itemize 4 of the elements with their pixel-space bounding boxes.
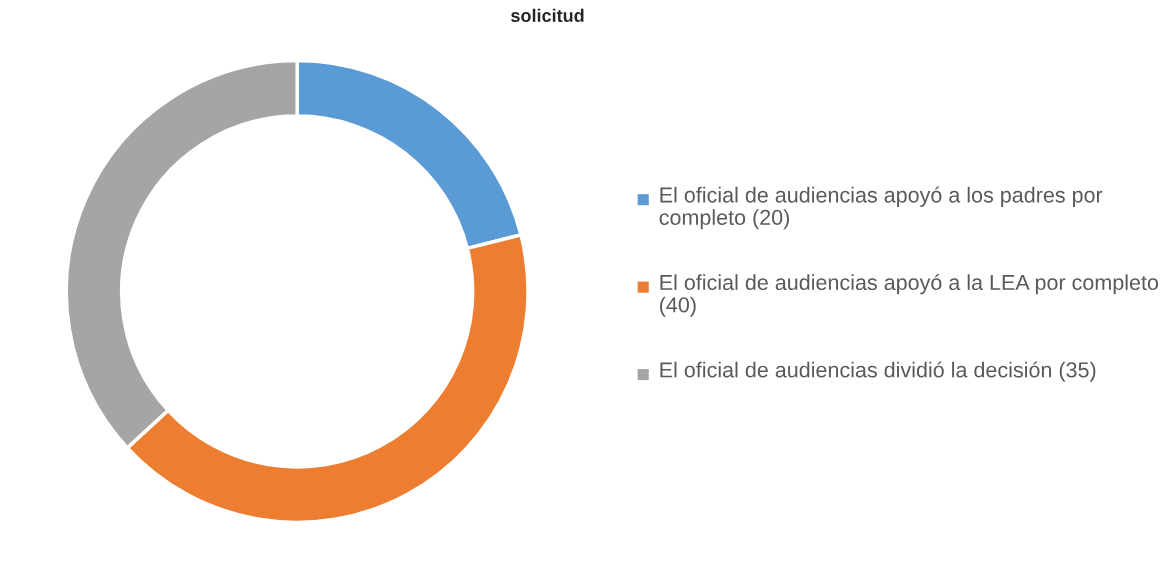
legend-label: El oficial de audiencias dividió la decisión (35)	[660, 361, 1096, 382]
legend-label: El oficial de audiencias apoyó a los padres por completo (20)	[659, 186, 1103, 230]
chart-title: solicitud	[511, 8, 584, 23]
legend-label: El oficial de audiencias apoyó a la LEA por completo (40)	[660, 274, 1159, 317]
